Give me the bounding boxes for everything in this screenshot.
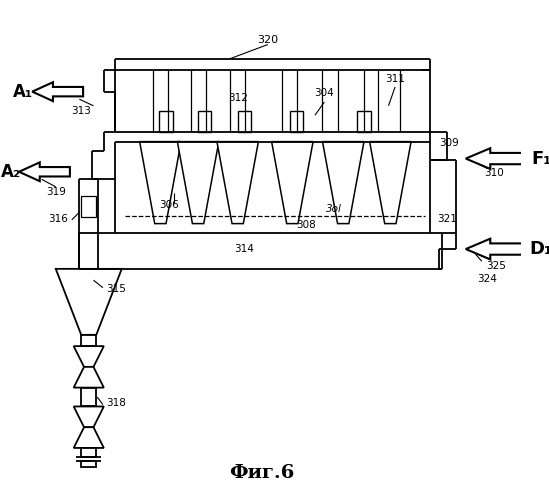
Text: A₂: A₂ — [2, 163, 21, 181]
Text: 308: 308 — [296, 220, 316, 230]
Text: 315: 315 — [106, 284, 126, 294]
Text: 316: 316 — [48, 214, 68, 224]
Text: 321: 321 — [438, 214, 457, 224]
Bar — [81, 335, 96, 346]
Text: 324: 324 — [477, 274, 497, 284]
Bar — [81, 448, 96, 458]
Polygon shape — [32, 82, 83, 101]
Text: 310: 310 — [484, 168, 504, 177]
Bar — [289, 112, 302, 132]
Bar — [159, 112, 172, 132]
Text: Фиг.6: Фиг.6 — [229, 464, 295, 482]
Text: 309: 309 — [439, 138, 459, 148]
Polygon shape — [466, 238, 526, 260]
Text: 312: 312 — [228, 93, 248, 103]
Polygon shape — [74, 427, 104, 448]
Polygon shape — [74, 406, 104, 427]
Polygon shape — [56, 269, 122, 335]
Text: F₁: F₁ — [531, 150, 549, 168]
Text: 313: 313 — [71, 106, 91, 117]
Polygon shape — [74, 367, 104, 388]
Text: 320: 320 — [257, 35, 278, 45]
Text: 311: 311 — [385, 74, 405, 84]
Text: 325: 325 — [486, 261, 506, 271]
Polygon shape — [74, 346, 104, 367]
Polygon shape — [177, 142, 219, 224]
Bar — [81, 388, 96, 406]
Polygon shape — [139, 142, 181, 224]
Bar — [238, 112, 251, 132]
Text: 3ol: 3ol — [326, 204, 341, 214]
Bar — [357, 112, 371, 132]
Bar — [81, 196, 96, 217]
Text: 306: 306 — [159, 200, 179, 209]
Polygon shape — [466, 148, 526, 169]
Polygon shape — [369, 142, 411, 224]
Text: A₁: A₁ — [13, 82, 33, 100]
Bar — [198, 112, 211, 132]
Text: 319: 319 — [46, 186, 66, 196]
Polygon shape — [19, 162, 70, 181]
Text: 314: 314 — [234, 244, 254, 254]
Polygon shape — [217, 142, 259, 224]
Polygon shape — [272, 142, 313, 224]
Polygon shape — [322, 142, 364, 224]
Bar — [81, 461, 96, 467]
Text: 318: 318 — [106, 398, 126, 408]
Text: 304: 304 — [315, 88, 334, 99]
Text: D₁: D₁ — [530, 240, 549, 258]
